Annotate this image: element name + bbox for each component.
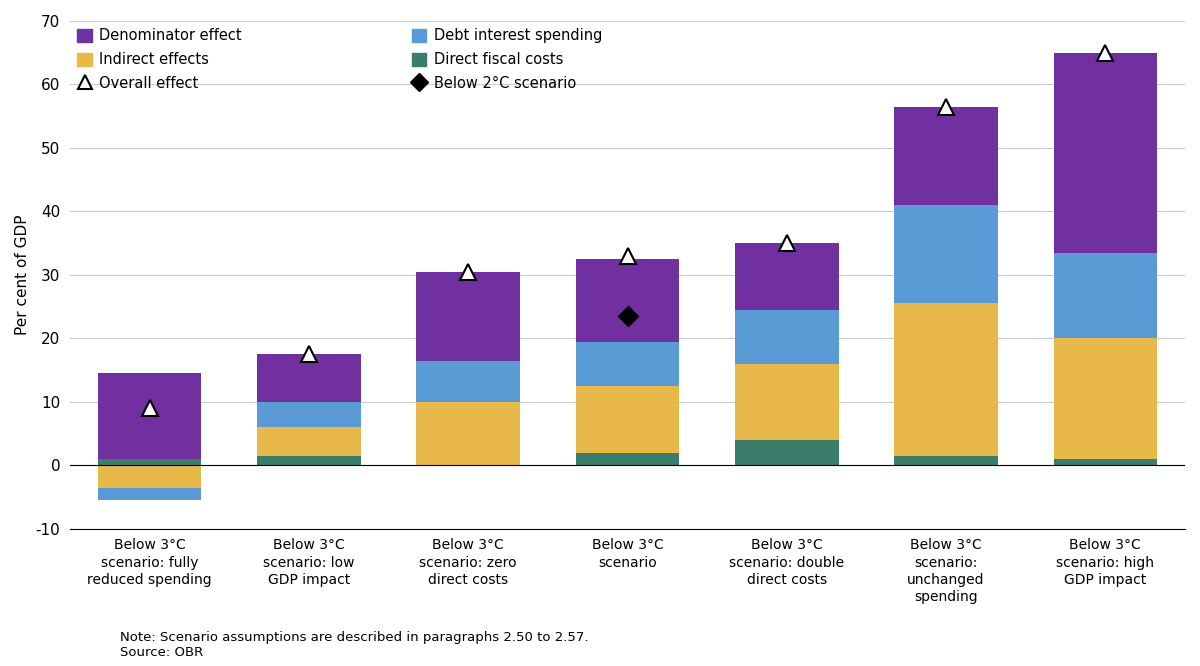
Legend: Debt interest spending, Direct fiscal costs, Below 2°C scenario: Debt interest spending, Direct fiscal co… bbox=[412, 28, 602, 91]
Bar bbox=[257, 456, 361, 466]
Bar bbox=[416, 272, 520, 360]
Bar bbox=[1054, 459, 1157, 466]
Bar bbox=[736, 243, 839, 310]
Bar bbox=[257, 402, 361, 427]
Bar bbox=[576, 259, 679, 342]
Bar bbox=[894, 205, 998, 304]
Bar bbox=[257, 427, 361, 456]
Bar bbox=[576, 453, 679, 466]
Bar bbox=[416, 402, 520, 466]
Bar bbox=[736, 440, 839, 466]
Bar bbox=[98, 459, 202, 466]
Bar bbox=[1054, 252, 1157, 338]
Bar bbox=[1054, 338, 1157, 459]
Bar bbox=[98, 373, 202, 459]
Bar bbox=[894, 107, 998, 205]
Bar bbox=[98, 466, 202, 488]
Bar bbox=[1054, 53, 1157, 252]
Y-axis label: Per cent of GDP: Per cent of GDP bbox=[16, 214, 30, 335]
Bar bbox=[894, 456, 998, 466]
Bar bbox=[736, 364, 839, 440]
Bar bbox=[576, 342, 679, 386]
Bar bbox=[736, 310, 839, 364]
Bar bbox=[98, 488, 202, 500]
Bar bbox=[416, 360, 520, 402]
Text: Note: Scenario assumptions are described in paragraphs 2.50 to 2.57.
Source: OBR: Note: Scenario assumptions are described… bbox=[120, 631, 588, 659]
Bar bbox=[257, 354, 361, 402]
Bar bbox=[894, 304, 998, 456]
Bar bbox=[576, 386, 679, 453]
